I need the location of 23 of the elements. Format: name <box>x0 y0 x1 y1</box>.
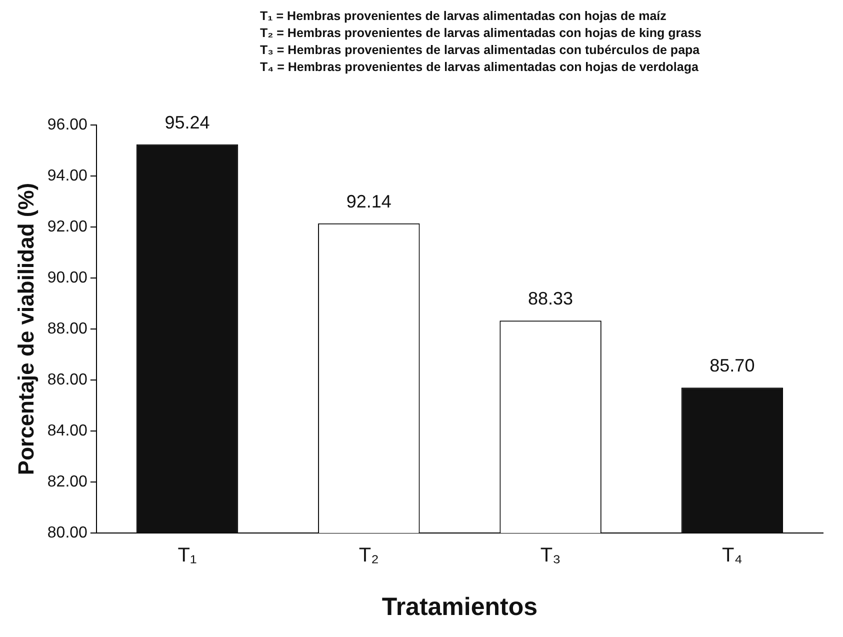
y-axis-title: Porcentaje de viabilidad (%) <box>13 182 38 476</box>
x-tick-label: T₁ <box>178 544 197 567</box>
y-tick-label: 90.00 <box>47 269 88 286</box>
y-tick-label: 88.00 <box>47 320 88 338</box>
y-tick-label: 92.00 <box>47 218 88 236</box>
y-tick-label: 84.00 <box>47 422 88 440</box>
y-tick-label: 94.00 <box>47 167 88 184</box>
data-label: 95.24 <box>164 112 210 132</box>
x-tick-label: T₂ <box>358 544 379 567</box>
y-tick-label: 96.00 <box>47 116 88 134</box>
text: T₂ = Hembras provenientes de larvas alimentadas con hojas de king grass <box>260 25 702 42</box>
text: T₃ = Hembras provenientes de larvas alimentadas con tubérculos de papa <box>260 42 701 59</box>
text: T₄ = Hembras provenientes de larvas alimentadas con hojas de verdolaga <box>260 59 700 76</box>
data-label: 85.70 <box>710 356 755 376</box>
x-axis-title: Tratamientos <box>382 592 538 621</box>
y-tick-label: 86.00 <box>47 371 88 388</box>
data-label: 88.33 <box>528 288 574 309</box>
y-tick-label: 82.00 <box>47 473 88 490</box>
x-tick-label: T₃ <box>540 544 561 567</box>
x-tick-label: T₄ <box>722 544 742 567</box>
y-tick-label: 80.00 <box>47 524 88 542</box>
text: T₁ = Hembras provenientes de larvas alimentadas con hojas de maíz <box>260 8 668 25</box>
data-label: 92.14 <box>346 191 392 212</box>
